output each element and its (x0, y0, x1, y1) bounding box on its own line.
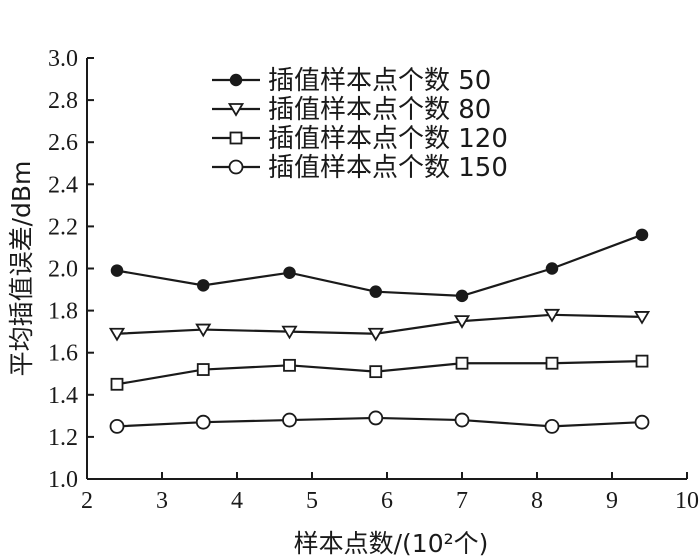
legend-entry-4: 插值样本点个数 150 (212, 153, 508, 183)
data-point (545, 262, 559, 275)
x-tick-label: 3 (156, 488, 168, 514)
legend-label: 插值样本点个数 80 (268, 95, 491, 125)
series-1 (110, 228, 649, 303)
legend-marker (227, 103, 245, 117)
plot-area (108, 228, 651, 434)
data-point (368, 410, 384, 426)
data-point (454, 412, 470, 428)
x-tick-label: 2 (81, 488, 93, 514)
data-point (283, 358, 296, 372)
data-point (367, 327, 384, 342)
series-3 (110, 354, 649, 391)
data-point (635, 354, 649, 368)
y-tick-label: 3.0 (48, 46, 78, 72)
data-point (543, 308, 561, 323)
x-tick-label: 5 (306, 488, 318, 514)
legend-marker (229, 73, 243, 87)
data-point (196, 363, 210, 376)
legend-label: 插值样本点个数 150 (268, 153, 508, 183)
data-point (634, 414, 650, 430)
series-2 (108, 308, 651, 342)
legend-label: 插值样本点个数 120 (268, 124, 508, 154)
data-point (283, 266, 296, 279)
data-point (110, 264, 124, 277)
x-tick-label: 8 (531, 488, 543, 514)
y-tick-label: 1.6 (48, 341, 78, 367)
legend-entry-3: 插值样本点个数 120 (212, 124, 508, 154)
series-4 (109, 410, 650, 434)
y-tick-label: 2.2 (48, 214, 78, 240)
data-point (195, 323, 212, 338)
x-tick-label: 4 (231, 488, 243, 514)
data-point (197, 279, 210, 292)
legend-marker (229, 131, 243, 145)
data-point (545, 356, 559, 370)
y-tick-label: 1.4 (48, 383, 78, 409)
y-tick-label: 2.6 (48, 130, 78, 156)
y-axis-title: 平均插值误差/dBm (7, 161, 36, 377)
legend-marker (228, 159, 244, 175)
data-point (455, 289, 469, 303)
data-point (633, 311, 651, 325)
data-point (108, 327, 126, 342)
data-point (369, 285, 382, 298)
y-tick-label: 1.2 (48, 425, 78, 451)
legend-label: 插值样本点个数 50 (268, 66, 491, 96)
y-tick-label: 1.8 (48, 299, 78, 325)
data-point (453, 315, 471, 329)
x-tick-label: 7 (456, 488, 468, 514)
data-point (195, 414, 211, 430)
x-tick-label: 9 (606, 488, 618, 514)
data-point (282, 412, 297, 428)
legend-entry-1: 插值样本点个数 50 (212, 66, 491, 96)
data-point (544, 418, 560, 434)
y-tick-label: 2.0 (48, 257, 78, 283)
x-tick-label: 6 (381, 488, 393, 514)
data-point (635, 228, 649, 242)
y-tick-label: 2.8 (48, 88, 78, 114)
y-tick-label: 2.4 (48, 172, 78, 198)
data-point (369, 365, 383, 379)
data-point (109, 418, 125, 434)
data-point (110, 377, 124, 391)
x-axis-title: 样本点数/(10²个) (294, 529, 489, 558)
axes: 1.0 1.2 1.4 1.6 1.8 2.0 2.2 2.4 2.6 2.8 3.0 2 3 4 5 6 7 8… (48, 46, 699, 514)
y-tick-label: 1.0 (48, 467, 78, 493)
legend-entry-2: 插值样本点个数 80 (212, 95, 491, 125)
data-point (281, 325, 298, 340)
x-tick-label: 10 (675, 488, 699, 514)
data-point (455, 356, 469, 370)
